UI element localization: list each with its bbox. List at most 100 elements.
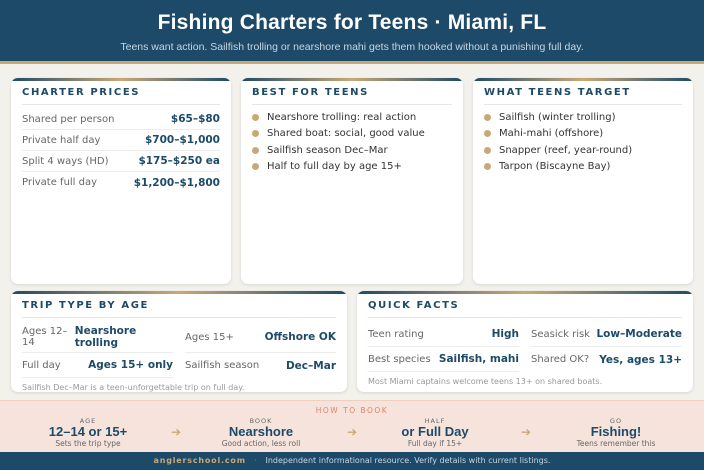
- separator: ·: [254, 456, 257, 465]
- list-item: Snapper (reef, year-round): [484, 142, 682, 159]
- step-sub: Full day if 15+: [407, 439, 463, 448]
- price-row: Split 4 ways (HD) $175–$250 ea: [22, 151, 220, 172]
- step-kicker: BOOK: [249, 417, 273, 425]
- step-sub: Teens remember this: [576, 439, 656, 448]
- bullet-icon: [484, 163, 491, 171]
- row-label: Seasick risk: [531, 328, 590, 340]
- row-label: Ages 15+: [185, 331, 234, 343]
- trip-row: Ages 12–14 Nearshore trolling: [22, 322, 173, 353]
- how-to-book-title: HOW TO BOOK: [315, 406, 389, 415]
- row-value: Dec–Mar: [285, 359, 336, 372]
- price-row: Private full day $1,200–$1,800: [22, 172, 220, 193]
- trip-note: Sailfish Dec–Mar is a teen-unforgettable…: [22, 383, 245, 392]
- row-label: Full day: [22, 359, 61, 371]
- how-to-book-band: HOW TO BOOK AGE 12–14 or 15+ Sets the trip…: [0, 400, 704, 452]
- what-teens-target-card: WHAT TEENS TARGET Sailfish (winter troll…: [473, 78, 693, 284]
- list-item: Mahi-mahi (offshore): [484, 126, 682, 143]
- row-label: Ages 12–14: [22, 326, 68, 348]
- item-text: Snapper (reef, year-round): [499, 144, 633, 156]
- item-text: Sailfish (winter trolling): [499, 111, 616, 123]
- bullet-icon: [252, 146, 259, 154]
- row-label: Teen rating: [368, 328, 424, 340]
- book-step: GO Fishing! Teens remember this: [546, 417, 686, 448]
- item-text: Sailfish season Dec–Mar: [267, 144, 388, 156]
- site-link[interactable]: anglerschool.com: [153, 456, 246, 465]
- arrow-right-icon: ➔: [346, 425, 358, 439]
- facts-note: Most Miami captains welcome teens 13+ on…: [368, 377, 603, 386]
- bullet-icon: [252, 130, 259, 138]
- bullet-icon: [252, 113, 259, 121]
- bullet-icon: [484, 113, 491, 121]
- item-text: Mahi-mahi (offshore): [499, 128, 604, 140]
- row-value: $700–$1,000: [145, 134, 220, 146]
- list-item: Nearshore trolling: real action: [252, 109, 452, 126]
- book-step: HALF or Full Day Full day if 15+: [365, 417, 505, 448]
- row-label: Private half day: [22, 134, 101, 146]
- row-label: Private full day: [22, 177, 98, 188]
- row-value: High: [491, 328, 519, 340]
- step-sub: Good action, less roll: [221, 439, 301, 448]
- step-value: Nearshore: [228, 424, 294, 439]
- row-value: Yes, ages 13+: [599, 353, 682, 366]
- step-value: Fishing!: [590, 424, 642, 439]
- best-for-teens-card: BEST FOR TEENS Nearshore trolling: real …: [241, 78, 463, 284]
- card-title: BEST FOR TEENS: [252, 87, 452, 105]
- row-value: $65–$80: [170, 113, 220, 125]
- card-title: CHARTER PRICES: [22, 87, 220, 105]
- fact-row: Seasick risk Low–Moderate: [531, 322, 682, 347]
- trip-type-card: TRIP TYPE BY AGE Ages 12–14 Nearshore tro…: [11, 291, 347, 392]
- trip-row: Ages 15+ Offshore OK: [185, 322, 336, 353]
- row-value: Low–Moderate: [596, 328, 682, 340]
- row-label: Shared per person: [22, 113, 115, 125]
- card-title: TRIP TYPE BY AGE: [22, 300, 336, 318]
- page-title: Fishing Charters for Teens · Miami, FL: [157, 11, 547, 34]
- arrow-right-icon: ➔: [170, 425, 182, 439]
- item-text: Shared boat: social, good value: [267, 128, 425, 140]
- item-text: Half to full day by age 15+: [267, 161, 402, 173]
- card-title: QUICK FACTS: [368, 300, 682, 318]
- list-item: Sailfish (winter trolling): [484, 109, 682, 126]
- item-text: Nearshore trolling: real action: [267, 111, 417, 123]
- price-row: Private half day $700–$1,000: [22, 130, 220, 151]
- card-title: WHAT TEENS TARGET: [484, 87, 682, 105]
- price-row: Shared per person $65–$80: [22, 109, 220, 130]
- list-item: Sailfish season Dec–Mar: [252, 142, 452, 159]
- bullet-icon: [252, 163, 259, 171]
- trip-row: Sailfish season Dec–Mar: [185, 353, 336, 378]
- step-sub: Sets the trip type: [55, 439, 121, 448]
- row-value: Ages 15+ only: [88, 359, 173, 371]
- charter-prices-card: CHARTER PRICES Shared per person $65–$80 P…: [11, 78, 231, 284]
- row-value: Sailfish, mahi: [438, 353, 519, 365]
- list-item: Shared boat: social, good value: [252, 126, 452, 143]
- quick-facts-card: QUICK FACTS Teen rating High Seasick risk L…: [357, 291, 693, 392]
- disclaimer: Independent informational resource. Veri…: [265, 456, 551, 465]
- list-item: Half to full day by age 15+: [252, 159, 452, 176]
- book-step: AGE 12–14 or 15+ Sets the trip type: [18, 417, 158, 448]
- book-step: BOOK Nearshore Good action, less roll: [191, 417, 331, 448]
- fact-row: Teen rating High: [368, 322, 519, 347]
- row-label: Split 4 ways (HD): [22, 155, 109, 167]
- step-value: 12–14 or 15+: [48, 424, 128, 439]
- step-kicker: HALF: [424, 417, 446, 425]
- row-label: Sailfish season: [185, 360, 260, 371]
- row-value: $175–$250 ea: [138, 155, 220, 167]
- step-kicker: AGE: [79, 417, 97, 425]
- fact-row: Best species Sailfish, mahi: [368, 347, 519, 372]
- trip-row: Full day Ages 15+ only: [22, 353, 173, 378]
- bullet-icon: [484, 146, 491, 154]
- row-label: Best species: [368, 353, 431, 365]
- step-value: or Full Day: [401, 424, 469, 439]
- bullet-icon: [484, 130, 491, 138]
- header: Fishing Charters for Teens · Miami, FL T…: [0, 0, 704, 64]
- fact-row: Shared OK? Yes, ages 13+: [531, 347, 682, 372]
- row-value: $1,200–$1,800: [133, 176, 220, 189]
- list-item: Tarpon (Biscayne Bay): [484, 159, 682, 176]
- footer: anglerschool.com · Independent informati…: [0, 452, 704, 470]
- page-subtitle: Teens want action. Sailfish trolling or …: [120, 41, 584, 53]
- step-kicker: GO: [609, 417, 623, 425]
- row-value: Nearshore trolling: [74, 325, 137, 349]
- arrow-right-icon: ➔: [520, 425, 532, 439]
- row-label: Shared OK?: [531, 354, 590, 365]
- item-text: Tarpon (Biscayne Bay): [499, 161, 611, 173]
- row-value: Offshore OK: [264, 331, 336, 343]
